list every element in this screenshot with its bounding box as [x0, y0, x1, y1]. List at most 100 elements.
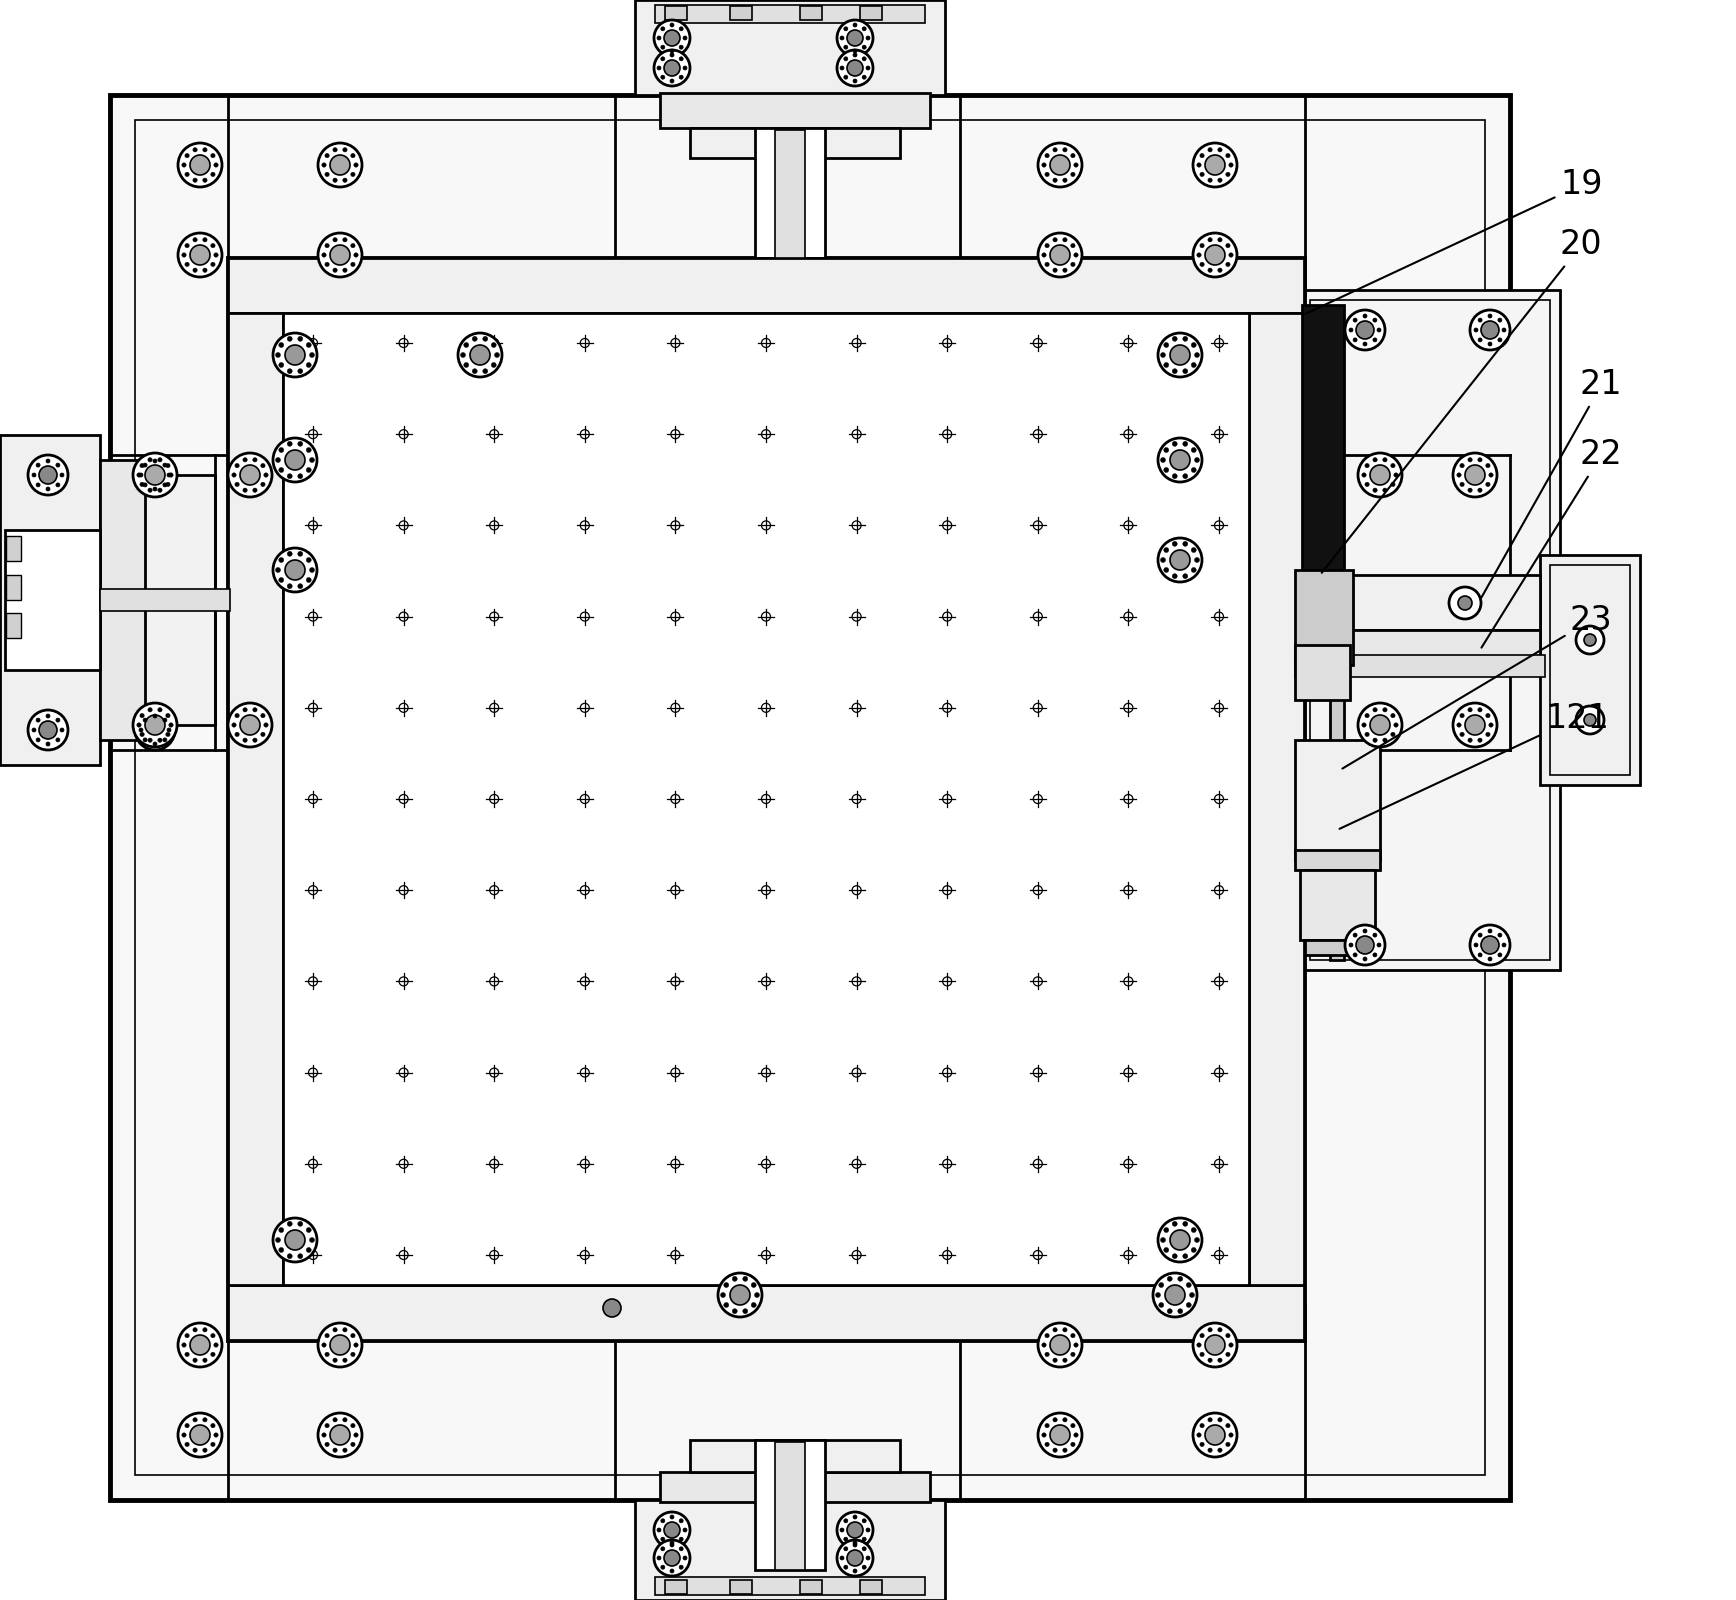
Circle shape: [210, 1333, 215, 1338]
Circle shape: [179, 234, 222, 277]
Circle shape: [260, 482, 266, 486]
Circle shape: [210, 154, 215, 158]
Circle shape: [1038, 1413, 1082, 1458]
Circle shape: [656, 1555, 661, 1560]
Circle shape: [1489, 474, 1493, 477]
Bar: [227, 314, 283, 1285]
Circle shape: [1172, 474, 1177, 478]
Bar: [774, 1442, 806, 1570]
Circle shape: [1191, 1248, 1196, 1253]
Circle shape: [844, 58, 847, 61]
Circle shape: [852, 53, 858, 58]
Circle shape: [1038, 142, 1082, 187]
Circle shape: [351, 1352, 356, 1357]
Circle shape: [203, 1328, 207, 1331]
Circle shape: [470, 346, 490, 365]
Circle shape: [1226, 1424, 1231, 1427]
Circle shape: [325, 1352, 330, 1357]
Circle shape: [184, 1424, 189, 1427]
Circle shape: [1370, 715, 1391, 734]
Circle shape: [837, 1512, 873, 1549]
Circle shape: [286, 552, 292, 557]
Circle shape: [1358, 702, 1403, 747]
Circle shape: [866, 1528, 870, 1533]
Circle shape: [1460, 464, 1463, 467]
Bar: [227, 1285, 1304, 1341]
Circle shape: [1167, 1277, 1172, 1282]
Circle shape: [193, 178, 198, 182]
Circle shape: [234, 482, 240, 486]
Circle shape: [679, 58, 684, 61]
Circle shape: [1481, 322, 1498, 339]
Circle shape: [1153, 1274, 1198, 1317]
Circle shape: [1217, 178, 1222, 182]
Circle shape: [139, 474, 142, 477]
Text: 19: 19: [1305, 168, 1602, 314]
Circle shape: [318, 1413, 363, 1458]
Circle shape: [333, 178, 337, 182]
Circle shape: [1498, 954, 1502, 957]
Circle shape: [1364, 464, 1370, 467]
Circle shape: [1469, 738, 1472, 742]
Circle shape: [1583, 634, 1595, 646]
Circle shape: [1186, 1283, 1191, 1288]
Circle shape: [45, 714, 50, 718]
Circle shape: [1200, 1442, 1205, 1446]
Circle shape: [306, 363, 311, 368]
Circle shape: [1160, 352, 1165, 357]
Circle shape: [203, 178, 207, 182]
Circle shape: [1200, 262, 1205, 267]
Circle shape: [1177, 1309, 1182, 1314]
Circle shape: [1457, 474, 1462, 477]
Circle shape: [1200, 173, 1205, 176]
Circle shape: [1172, 541, 1177, 546]
Circle shape: [325, 173, 330, 176]
Circle shape: [36, 718, 40, 722]
Circle shape: [1477, 458, 1483, 462]
Circle shape: [333, 1448, 337, 1453]
Circle shape: [325, 243, 330, 248]
Bar: [1300, 574, 1540, 630]
Circle shape: [1182, 1221, 1187, 1226]
Circle shape: [1052, 269, 1057, 272]
Circle shape: [661, 1538, 665, 1541]
Circle shape: [1373, 954, 1377, 957]
Circle shape: [165, 733, 170, 736]
Circle shape: [840, 35, 844, 40]
Circle shape: [1182, 336, 1187, 341]
Circle shape: [299, 552, 302, 557]
Circle shape: [1226, 1333, 1231, 1338]
Circle shape: [1193, 142, 1238, 187]
Circle shape: [852, 1570, 858, 1573]
Circle shape: [1583, 714, 1595, 726]
Circle shape: [1217, 1358, 1222, 1363]
Bar: [1300, 870, 1375, 939]
Circle shape: [1364, 482, 1370, 486]
Bar: [800, 1581, 823, 1594]
Bar: [635, 1501, 944, 1600]
Circle shape: [351, 243, 356, 248]
Circle shape: [1191, 547, 1196, 552]
Circle shape: [203, 1358, 207, 1363]
Circle shape: [1196, 1342, 1201, 1347]
Circle shape: [1071, 154, 1075, 158]
Circle shape: [56, 738, 61, 742]
Text: 121: 121: [1340, 701, 1609, 829]
Circle shape: [1172, 336, 1177, 341]
Circle shape: [670, 1570, 674, 1573]
Bar: [1295, 654, 1545, 677]
Circle shape: [56, 462, 61, 467]
Circle shape: [1191, 363, 1196, 368]
Circle shape: [351, 1333, 356, 1338]
Circle shape: [670, 50, 674, 53]
Circle shape: [1363, 314, 1366, 318]
Circle shape: [1460, 733, 1463, 736]
Circle shape: [333, 1328, 337, 1331]
Circle shape: [1045, 154, 1049, 158]
Circle shape: [731, 1285, 750, 1306]
Circle shape: [679, 45, 684, 50]
Circle shape: [299, 368, 302, 374]
Circle shape: [844, 1538, 847, 1541]
Circle shape: [342, 237, 347, 242]
Circle shape: [1352, 338, 1358, 342]
